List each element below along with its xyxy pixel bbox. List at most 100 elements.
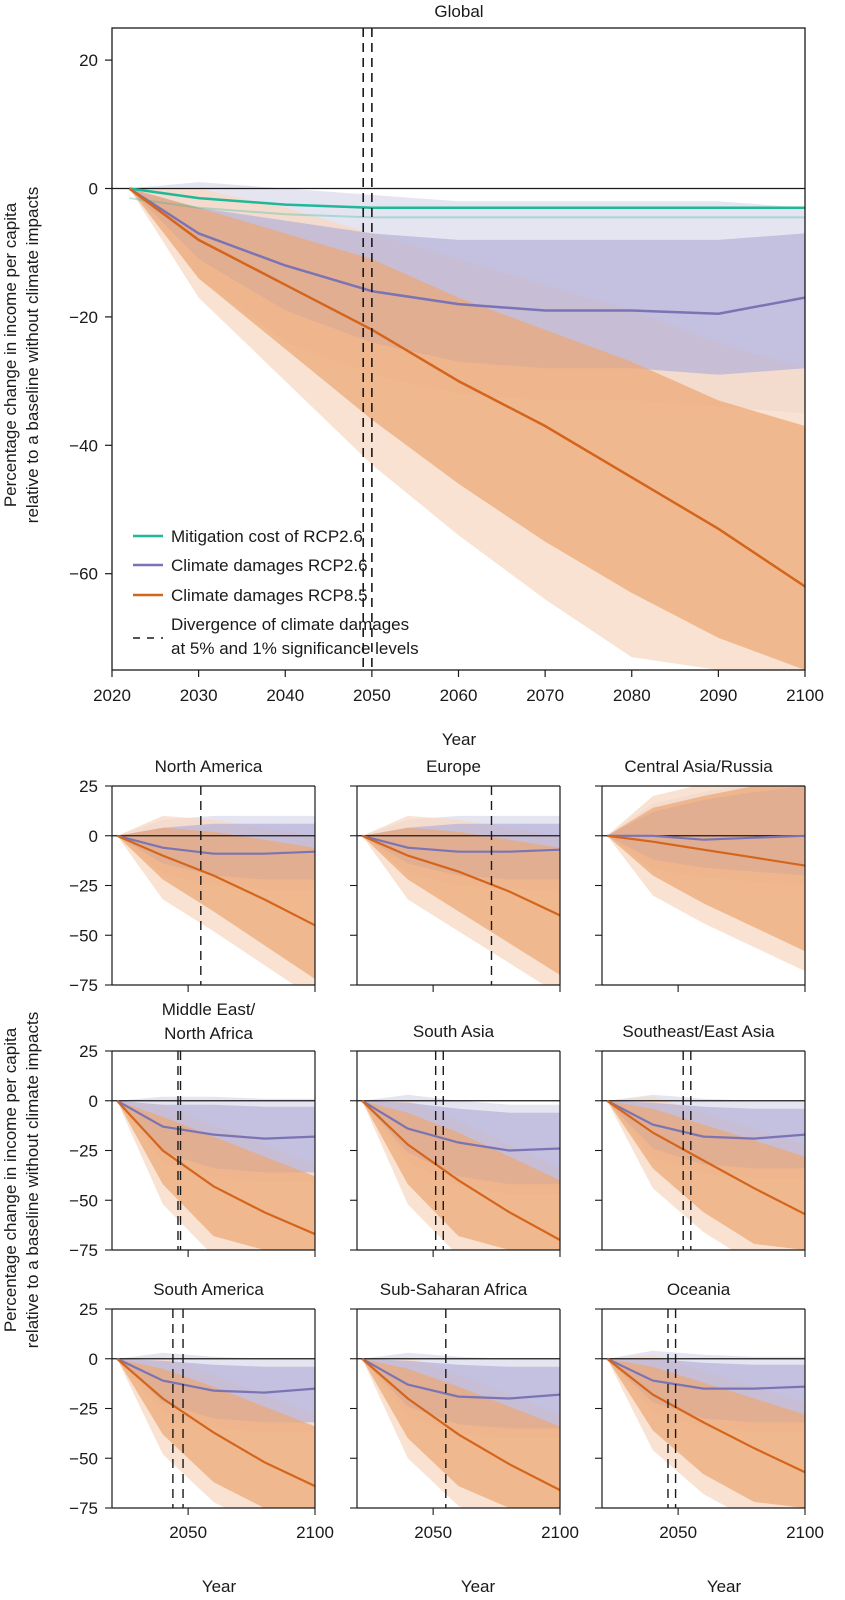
legend-label-rcp26: Climate damages RCP2.6 — [171, 556, 368, 575]
global-xtick-label: 2040 — [266, 686, 304, 705]
panel-data-layer — [357, 1309, 560, 1508]
xlabel-col1: Year — [202, 1577, 237, 1596]
legend-label-mitigation: Mitigation cost of RCP2.6 — [171, 527, 363, 546]
panel-southeast-east-asia: Southeast/East Asia — [595, 1022, 806, 1257]
ytick-label: −25 — [69, 877, 98, 896]
rcp26-line — [606, 1357, 805, 1390]
panel-title: Sub-Saharan Africa — [380, 1280, 528, 1299]
rcp26-line — [116, 1357, 315, 1394]
panel-sub-saharan-africa: Sub-Saharan Africa 2050 2100 — [350, 1280, 579, 1542]
panel-data-layer — [112, 1051, 315, 1250]
rcp85-line — [116, 834, 315, 927]
panel-data-layer — [357, 1051, 560, 1250]
xtick-label: 2100 — [541, 1523, 579, 1542]
xtick-label: 2100 — [786, 1523, 824, 1542]
panel-data-layer — [602, 1309, 805, 1508]
xlabel-col2: Year — [461, 1577, 496, 1596]
rcp85-line — [361, 1100, 560, 1241]
ytick-label: 0 — [89, 1350, 98, 1369]
legend-label-rcp85: Climate damages RCP8.5 — [171, 586, 368, 605]
rcp85-line — [116, 1100, 315, 1236]
global-ytick-label: 20 — [79, 51, 98, 70]
rcp85-band-inner — [607, 786, 805, 952]
panel-title-line1: Middle East/ — [162, 1000, 256, 1019]
panel-central-asia-russia: Central Asia/Russia — [595, 757, 806, 992]
regional-ylabel-line2: relative to a baseline without climate i… — [23, 1012, 42, 1348]
xlabel-col3: Year — [707, 1577, 742, 1596]
panel-title: Central Asia/Russia — [624, 757, 773, 776]
global-xtick-label: 2070 — [526, 686, 564, 705]
ytick-label: 0 — [89, 827, 98, 846]
panel-south-asia: South Asia — [350, 1022, 561, 1257]
global-data-layer — [112, 28, 805, 670]
ytick-label: 25 — [79, 1042, 98, 1061]
global-xtick-label: 2030 — [180, 686, 218, 705]
rcp85-band-inner — [607, 1100, 805, 1250]
panel-title: Southeast/East Asia — [622, 1022, 775, 1041]
global-xtick-label: 2080 — [613, 686, 651, 705]
rcp26-line — [116, 834, 315, 855]
ytick-label: 25 — [79, 1300, 98, 1319]
global-xtick-label: 2050 — [353, 686, 391, 705]
legend-label-divergence-line1: Divergence of climate damages — [171, 615, 409, 634]
global-xtick-label: 2100 — [786, 686, 824, 705]
ytick-label: −50 — [69, 926, 98, 945]
mitigation-band — [129, 197, 805, 219]
rcp85-line — [606, 1357, 805, 1474]
global-legend: Mitigation cost of RCP2.6 Climate damage… — [133, 527, 419, 658]
xtick-label: 2050 — [414, 1523, 452, 1542]
rcp26-band-inner — [129, 188, 805, 375]
xtick-label: 2100 — [296, 1523, 334, 1542]
ytick-label: −75 — [69, 1499, 98, 1518]
ytick-label: 0 — [89, 1092, 98, 1111]
rcp26-line — [361, 1357, 560, 1400]
regional-panels: North America 25 0 −25 −50 −75 Europe Central A… — [69, 757, 824, 1542]
rcp85-line — [361, 834, 560, 917]
global-panel: Global 2020 2030 2040 2050 2060 2070 2080 2090 2… — [1, 2, 824, 749]
xtick-label: 2050 — [659, 1523, 697, 1542]
global-plot-area: 2020 2030 2040 2050 2060 2070 2080 2090 2100 20 0 −… — [69, 27, 824, 705]
rcp85-line — [116, 1357, 315, 1488]
panel-data-layer — [112, 786, 315, 985]
rcp26-line — [606, 1099, 805, 1140]
panel-data-layer — [112, 1309, 315, 1508]
panel-middle-east-north-africa: Middle East/North Africa 25 0 −25 −50 −75 — [69, 1000, 316, 1260]
xtick-label: 2050 — [169, 1523, 207, 1542]
mitigation-line — [129, 187, 805, 210]
panel-north-america: North America 25 0 −25 −50 −75 — [69, 757, 316, 995]
ytick-label: 25 — [79, 777, 98, 796]
rcp85-line — [606, 834, 805, 867]
rcp85-line — [606, 1099, 805, 1216]
panel-title: Oceania — [667, 1280, 731, 1299]
rcp85-line — [128, 187, 805, 588]
rcp26-line — [128, 187, 805, 315]
panel-title: North America — [155, 757, 263, 776]
rcp85-line — [361, 1357, 560, 1492]
global-ytick-label: 0 — [89, 180, 98, 199]
global-xtick-label: 2020 — [93, 686, 131, 705]
panel-title-line2: North Africa — [164, 1024, 253, 1043]
ytick-label: −25 — [69, 1400, 98, 1419]
rcp85-band-inner — [129, 188, 805, 670]
rcp26-line — [361, 834, 560, 853]
global-xtick-label: 2090 — [699, 686, 737, 705]
ytick-label: −25 — [69, 1142, 98, 1161]
ytick-label: −50 — [69, 1191, 98, 1210]
rcp26-line — [607, 834, 805, 841]
panel-data-layer — [602, 786, 805, 972]
panel-data-layer — [357, 786, 560, 985]
rcp85-band-inner — [362, 827, 560, 975]
regional-ylabel-line1: Percentage change in income per capita — [1, 1027, 20, 1332]
panel-title: Europe — [426, 757, 481, 776]
global-xtick-label: 2060 — [440, 686, 478, 705]
rcp85-band-inner — [117, 827, 315, 979]
rcp85-band-inner — [362, 1358, 560, 1508]
global-ytick-label: −20 — [69, 308, 98, 327]
ytick-label: −75 — [69, 1241, 98, 1260]
panel-europe: Europe — [350, 757, 561, 992]
global-ytick-label: −40 — [69, 436, 98, 455]
global-ylabel-line2: relative to a baseline without climate i… — [23, 187, 42, 523]
global-title: Global — [434, 2, 483, 21]
panel-title: South America — [153, 1280, 264, 1299]
